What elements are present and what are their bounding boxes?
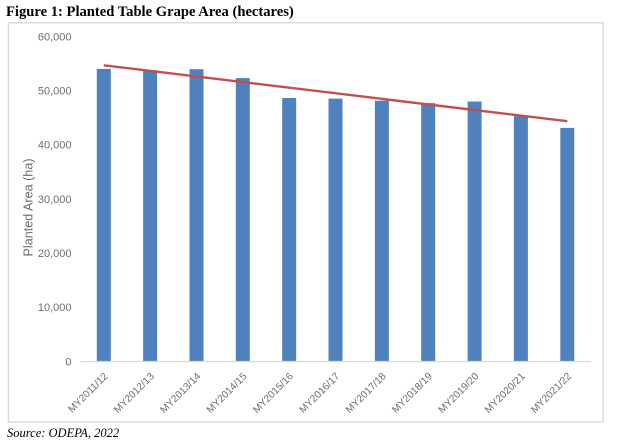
svg-text:MY2011/12: MY2011/12 xyxy=(66,371,110,415)
svg-text:MY2013/14: MY2013/14 xyxy=(159,371,204,416)
svg-text:Source: ODEPA, 2022: Source: ODEPA, 2022 xyxy=(7,426,119,440)
svg-text:50,000: 50,000 xyxy=(38,86,72,98)
svg-text:Planted Area (ha): Planted Area (ha) xyxy=(22,158,36,256)
svg-text:MY2015/16: MY2015/16 xyxy=(251,371,296,416)
svg-text:20,000: 20,000 xyxy=(38,248,72,260)
svg-text:MY2016/17: MY2016/17 xyxy=(298,371,343,416)
svg-text:MY2014/15: MY2014/15 xyxy=(205,371,250,416)
svg-text:MY2017/18: MY2017/18 xyxy=(344,371,389,416)
svg-text:MY2020/21: MY2020/21 xyxy=(483,371,528,416)
svg-text:MY2019/20: MY2019/20 xyxy=(437,371,482,416)
svg-text:MY2018/19: MY2018/19 xyxy=(390,371,435,416)
svg-text:MY2012/13: MY2012/13 xyxy=(112,371,157,416)
svg-text:10,000: 10,000 xyxy=(38,302,72,314)
svg-text:0: 0 xyxy=(65,356,71,368)
svg-text:40,000: 40,000 xyxy=(38,140,72,152)
svg-text:30,000: 30,000 xyxy=(38,194,72,206)
svg-text:60,000: 60,000 xyxy=(38,31,72,43)
svg-text:MY2021/22: MY2021/22 xyxy=(529,371,574,416)
svg-text:Figure 1: Planted Table Grape: Figure 1: Planted Table Grape Area (hect… xyxy=(6,4,294,20)
